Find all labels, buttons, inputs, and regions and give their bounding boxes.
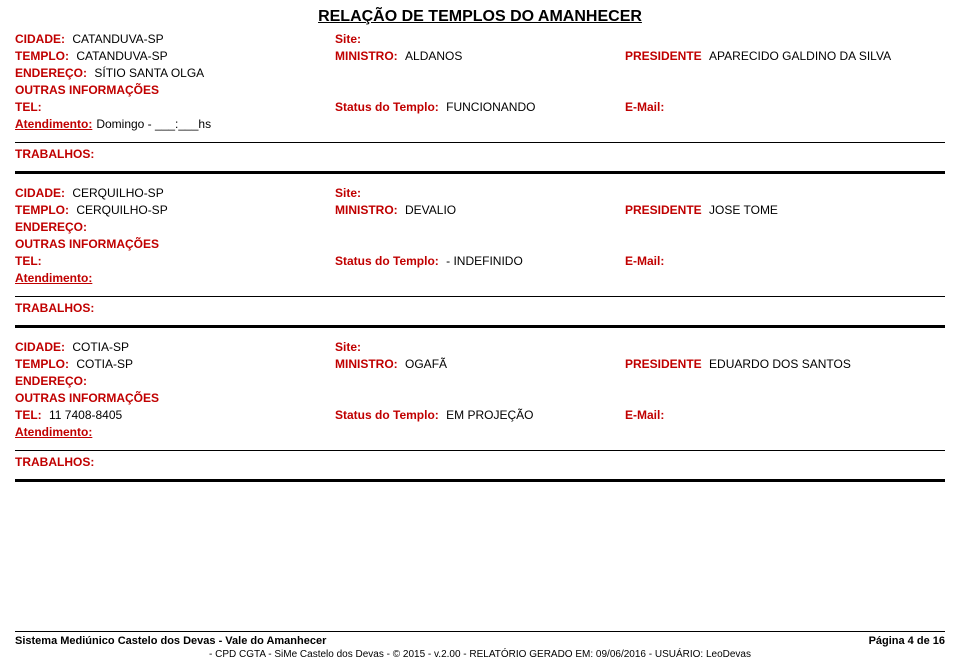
templo-label: TEMPLO: xyxy=(15,49,69,63)
site-label: Site: xyxy=(335,186,361,200)
cidade-label: CIDADE: xyxy=(15,32,65,46)
trabalhos-label: TRABALHOS: xyxy=(15,301,94,315)
endereco-label: ENDEREÇO: xyxy=(15,374,87,388)
endereco-label: ENDEREÇO: xyxy=(15,220,87,234)
tel-label: TEL: xyxy=(15,408,42,422)
trabalhos-label: TRABALHOS: xyxy=(15,147,94,161)
ministro-value: ALDANOS xyxy=(405,49,462,63)
status-label: Status do Templo: xyxy=(335,254,439,268)
presidente-value: APARECIDO GALDINO DA SILVA xyxy=(709,49,891,63)
divider-thick xyxy=(15,171,945,174)
templo-value: CERQUILHO-SP xyxy=(76,203,167,217)
outras-label: OUTRAS INFORMAÇÕES xyxy=(15,237,159,251)
trabalhos-section: TRABALHOS: xyxy=(0,147,960,167)
templo-label: TEMPLO: xyxy=(15,203,69,217)
trabalhos-section: TRABALHOS: xyxy=(0,301,960,321)
footer-page-number: Página 4 de 16 xyxy=(869,635,945,647)
divider-thin xyxy=(15,450,945,451)
cidade-label: CIDADE: xyxy=(15,340,65,354)
footer-meta: - CPD CGTA - SiMe Castelo dos Devas - © … xyxy=(15,649,945,660)
site-label: Site: xyxy=(335,32,361,46)
tel-label: TEL: xyxy=(15,100,42,114)
presidente-label: PRESIDENTE xyxy=(625,203,702,217)
temple-record: CIDADE: CERQUILHO-SP Site: TEMPLO: CERQU… xyxy=(0,186,960,294)
ministro-label: MINISTRO: xyxy=(335,357,398,371)
cidade-value: COTIA-SP xyxy=(72,340,129,354)
status-value: - INDEFINIDO xyxy=(446,254,523,268)
trabalhos-label: TRABALHOS: xyxy=(15,455,94,469)
tel-value: 11 7408-8405 xyxy=(49,408,122,422)
divider-thin xyxy=(15,296,945,297)
presidente-label: PRESIDENTE xyxy=(625,49,702,63)
status-value: FUNCIONANDO xyxy=(446,100,535,114)
divider-thick xyxy=(15,325,945,328)
email-label: E-Mail: xyxy=(625,408,664,422)
tel-label: TEL: xyxy=(15,254,42,268)
cidade-label: CIDADE: xyxy=(15,186,65,200)
divider-thick xyxy=(15,479,945,482)
status-label: Status do Templo: xyxy=(335,100,439,114)
templo-value: CATANDUVA-SP xyxy=(76,49,167,63)
presidente-value: JOSE TOME xyxy=(709,203,778,217)
outras-label: OUTRAS INFORMAÇÕES xyxy=(15,83,159,97)
footer-system-name: Sistema Mediúnico Castelo dos Devas - Va… xyxy=(15,635,326,647)
presidente-value: EDUARDO DOS SANTOS xyxy=(709,357,851,371)
cidade-value: CERQUILHO-SP xyxy=(72,186,163,200)
endereco-value: SÍTIO SANTA OLGA xyxy=(94,66,204,80)
status-label: Status do Templo: xyxy=(335,408,439,422)
endereco-label: ENDEREÇO: xyxy=(15,66,87,80)
templo-value: COTIA-SP xyxy=(76,357,133,371)
ministro-label: MINISTRO: xyxy=(335,49,398,63)
ministro-value: OGAFÃ xyxy=(405,357,447,371)
site-label: Site: xyxy=(335,340,361,354)
templo-label: TEMPLO: xyxy=(15,357,69,371)
cidade-value: CATANDUVA-SP xyxy=(72,32,163,46)
status-value: EM PROJEÇÃO xyxy=(446,408,533,422)
temple-record: CIDADE: COTIA-SP Site: TEMPLO: COTIA-SP … xyxy=(0,340,960,448)
temple-record: CIDADE: CATANDUVA-SP Site: TEMPLO: CATAN… xyxy=(0,32,960,140)
footer-divider xyxy=(15,631,945,632)
atendimento-value: Domingo - ___:___hs xyxy=(96,117,211,131)
page-title: RELAÇÃO DE TEMPLOS DO AMANHECER xyxy=(0,0,960,32)
divider-thin xyxy=(15,142,945,143)
trabalhos-section: TRABALHOS: xyxy=(0,455,960,475)
atendimento-label: Atendimento: xyxy=(15,117,92,131)
presidente-label: PRESIDENTE xyxy=(625,357,702,371)
ministro-label: MINISTRO: xyxy=(335,203,398,217)
atendimento-label: Atendimento: xyxy=(15,425,92,439)
email-label: E-Mail: xyxy=(625,254,664,268)
email-label: E-Mail: xyxy=(625,100,664,114)
outras-label: OUTRAS INFORMAÇÕES xyxy=(15,391,159,405)
page-footer: Sistema Mediúnico Castelo dos Devas - Va… xyxy=(0,631,960,660)
ministro-value: DEVALIO xyxy=(405,203,456,217)
atendimento-label: Atendimento: xyxy=(15,271,92,285)
